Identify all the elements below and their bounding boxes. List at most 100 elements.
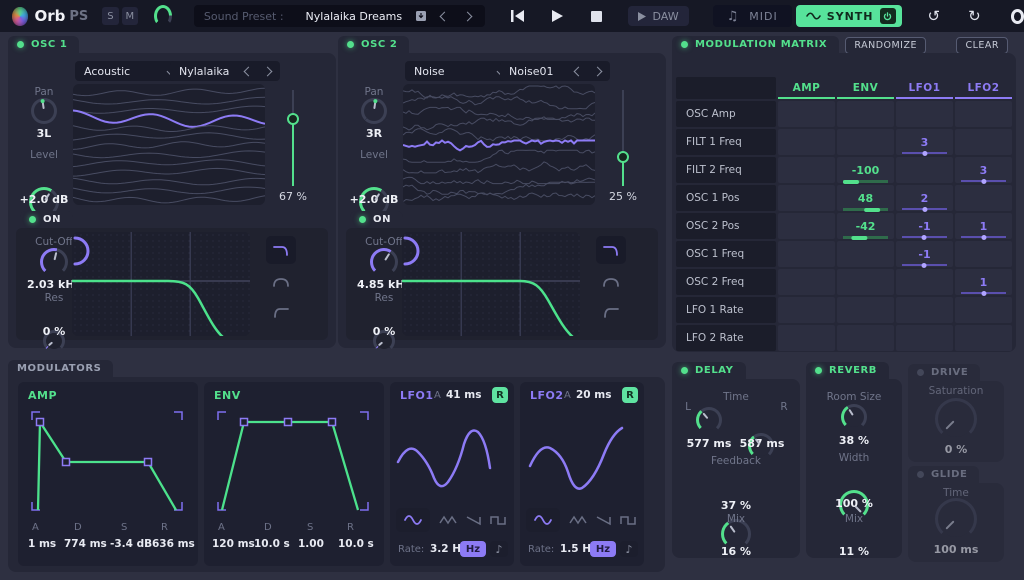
matrix-cell[interactable]: 2 bbox=[896, 185, 953, 212]
lfo1-saw-button[interactable] bbox=[462, 508, 486, 532]
matrix-cell[interactable] bbox=[778, 101, 835, 127]
midi-button[interactable]: ♫ MIDI bbox=[712, 5, 792, 27]
matrix-cell[interactable] bbox=[837, 241, 894, 267]
lfo2-saw-button[interactable] bbox=[592, 508, 616, 532]
env-envelope-display[interactable] bbox=[208, 404, 378, 518]
settings-gear-icon[interactable] bbox=[1010, 8, 1024, 24]
glide-tab[interactable]: GLIDE bbox=[908, 466, 980, 483]
amp-r-value[interactable]: 636 ms bbox=[152, 538, 195, 550]
envelope-handles[interactable] bbox=[35, 417, 153, 467]
lfo1-rate-value[interactable]: 3.2 Hz bbox=[430, 543, 468, 555]
preset-prev-icon[interactable] bbox=[439, 11, 449, 21]
osc1-tab[interactable]: OSC 1 bbox=[8, 36, 80, 53]
matrix-cell[interactable] bbox=[896, 325, 953, 351]
matrix-cell[interactable]: -1 bbox=[896, 213, 953, 240]
osc2-category-dropdown[interactable]: Noise bbox=[405, 61, 514, 81]
lfo2-note-sync-button[interactable]: ♪ bbox=[620, 541, 638, 557]
amp-a-value[interactable]: 1 ms bbox=[28, 538, 57, 550]
matrix-cell[interactable] bbox=[955, 129, 1012, 155]
lfo1-sine-button[interactable] bbox=[396, 508, 430, 532]
skip-start-button[interactable] bbox=[510, 10, 524, 22]
osc1-cutoff-knob[interactable] bbox=[40, 248, 68, 276]
matrix-cell[interactable] bbox=[778, 213, 835, 239]
lowpass-filter-button[interactable] bbox=[266, 236, 296, 264]
matrix-cell[interactable] bbox=[778, 297, 835, 323]
solo-button[interactable]: S bbox=[102, 7, 119, 25]
bandpass-filter-button[interactable] bbox=[266, 272, 296, 292]
lfo1-square-button[interactable] bbox=[486, 508, 510, 532]
env-r-value[interactable]: 10.0 s bbox=[338, 538, 374, 550]
matrix-cell[interactable] bbox=[955, 241, 1012, 267]
delay-time-r-knob[interactable] bbox=[748, 433, 774, 459]
matrix-cell[interactable] bbox=[778, 325, 835, 351]
lfo1-attack-value[interactable]: 41 ms bbox=[446, 389, 482, 401]
matrix-cell[interactable] bbox=[896, 101, 953, 127]
osc2-cutoff-knob[interactable] bbox=[370, 248, 398, 276]
delay-tab[interactable]: DELAY bbox=[672, 362, 746, 379]
matrix-cell[interactable] bbox=[837, 101, 894, 127]
osc2-filter-tab[interactable]: ON bbox=[350, 211, 404, 228]
env-s-value[interactable]: 1.00 bbox=[298, 538, 324, 550]
reverb-tab[interactable]: REVERB bbox=[806, 362, 890, 379]
drive-saturation-knob[interactable] bbox=[935, 398, 977, 440]
matrix-cell[interactable] bbox=[778, 129, 835, 155]
lfo2-hz-button[interactable]: Hz bbox=[590, 541, 616, 557]
lfo2-wave-display[interactable] bbox=[522, 408, 642, 504]
lfo1-triangle-button[interactable] bbox=[436, 508, 460, 532]
matrix-cell[interactable] bbox=[837, 129, 894, 155]
lfo2-rate-value[interactable]: 1.5 Hz bbox=[560, 543, 598, 555]
osc1-wave-selector[interactable]: Nylalaika bbox=[170, 61, 280, 81]
amp-d-value[interactable]: 774 ms bbox=[64, 538, 107, 550]
matrix-cell[interactable]: 48 bbox=[837, 185, 894, 212]
drive-tab[interactable]: DRIVE bbox=[908, 364, 981, 381]
bandpass-filter-button[interactable] bbox=[596, 272, 626, 292]
highpass-filter-button[interactable] bbox=[266, 302, 296, 322]
matrix-cell[interactable] bbox=[837, 297, 894, 323]
osc1-wave-prev-icon[interactable] bbox=[243, 66, 254, 76]
lfo2-triangle-button[interactable] bbox=[566, 508, 590, 532]
matrix-cell[interactable] bbox=[778, 241, 835, 267]
env-d-value[interactable]: 10.0 s bbox=[254, 538, 290, 550]
envelope-handles[interactable] bbox=[239, 417, 337, 427]
preset-save-icon[interactable] bbox=[415, 10, 427, 22]
matrix-cell[interactable]: -42 bbox=[837, 213, 894, 240]
lfo1-retrigger-button[interactable]: R bbox=[492, 387, 508, 403]
delay-time-l-knob[interactable] bbox=[696, 407, 722, 433]
matrix-cell[interactable]: -100 bbox=[837, 157, 894, 184]
lfo2-retrigger-button[interactable]: R bbox=[622, 387, 638, 403]
preset-next-icon[interactable] bbox=[462, 11, 472, 21]
env-a-value[interactable]: 120 ms bbox=[212, 538, 255, 550]
synth-button[interactable]: SYNTH bbox=[795, 5, 902, 27]
play-button[interactable] bbox=[551, 10, 563, 22]
lfo2-attack-value[interactable]: 20 ms bbox=[576, 389, 612, 401]
amp-s-value[interactable]: -3.4 dB bbox=[110, 538, 153, 550]
osc2-pan-knob[interactable] bbox=[361, 98, 387, 124]
delay-feedback-knob[interactable] bbox=[721, 519, 751, 549]
osc2-res-knob[interactable] bbox=[373, 330, 395, 352]
matrix-cell[interactable] bbox=[837, 269, 894, 295]
amp-envelope-display[interactable] bbox=[22, 404, 192, 518]
matrix-cell[interactable] bbox=[778, 269, 835, 295]
osc2-filter-graph[interactable] bbox=[402, 232, 580, 336]
osc2-tab[interactable]: OSC 2 bbox=[338, 36, 410, 53]
master-volume-knob[interactable] bbox=[153, 5, 172, 27]
osc1-waveform-display[interactable] bbox=[73, 84, 265, 205]
matrix-cell[interactable]: -1 bbox=[896, 241, 953, 268]
matrix-cell[interactable]: 3 bbox=[896, 129, 953, 156]
undo-icon[interactable]: ↺ bbox=[927, 7, 941, 25]
osc2-wave-selector[interactable]: Noise01 bbox=[500, 61, 610, 81]
matrix-cell[interactable] bbox=[896, 269, 953, 295]
lfo1-note-sync-button[interactable]: ♪ bbox=[490, 541, 508, 557]
reverb-width-knob[interactable] bbox=[839, 490, 869, 520]
osc1-pan-knob[interactable] bbox=[31, 98, 57, 124]
stop-button[interactable] bbox=[590, 10, 602, 22]
lfo1-hz-button[interactable]: Hz bbox=[460, 541, 486, 557]
matrix-cell[interactable] bbox=[955, 297, 1012, 323]
lfo2-sine-button[interactable] bbox=[526, 508, 560, 532]
osc2-position-slider[interactable] bbox=[617, 90, 629, 186]
matrix-cell[interactable]: 3 bbox=[955, 157, 1012, 184]
preset-value[interactable]: Nylalaika Dreams bbox=[305, 9, 403, 23]
matrix-cell[interactable] bbox=[896, 297, 953, 323]
reverb-room-knob[interactable] bbox=[841, 404, 867, 430]
matrix-cell[interactable]: 1 bbox=[955, 269, 1012, 296]
